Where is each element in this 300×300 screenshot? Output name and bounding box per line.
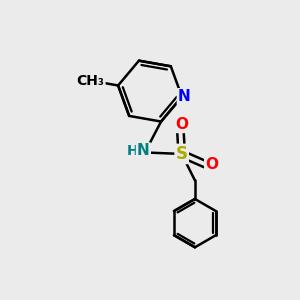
Text: H: H: [127, 144, 138, 158]
Text: N: N: [137, 143, 150, 158]
Text: N: N: [178, 89, 190, 104]
Text: CH₃: CH₃: [76, 74, 104, 88]
Text: O: O: [205, 157, 218, 172]
Text: S: S: [176, 145, 188, 163]
Text: O: O: [175, 117, 188, 132]
